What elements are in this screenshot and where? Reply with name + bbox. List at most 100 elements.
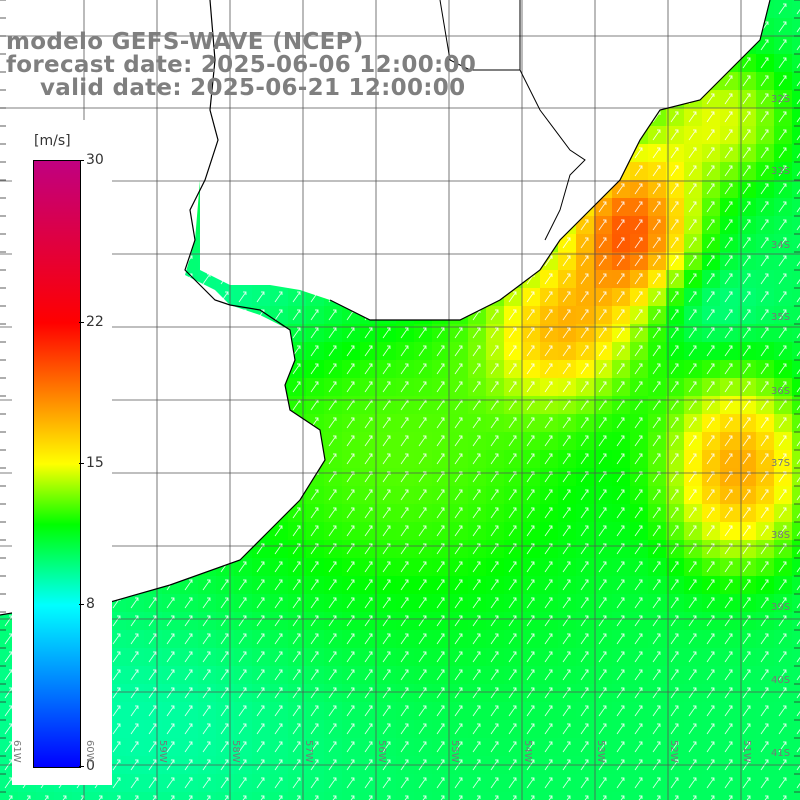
wind-arrow [652, 777, 661, 789]
field-cell [522, 558, 541, 577]
wind-arrow [796, 728, 800, 735]
field-cell [738, 702, 757, 721]
wind-arrow [332, 795, 337, 800]
field-cell [702, 288, 721, 307]
field-cell [720, 432, 739, 451]
field-cell [216, 612, 235, 631]
wind-arrow [670, 417, 679, 429]
wind-arrow [688, 111, 697, 123]
field-cell [126, 612, 145, 631]
field-cell [630, 432, 649, 451]
wind-arrow [544, 561, 553, 573]
wind-arrow [526, 669, 535, 681]
wind-arrow [346, 327, 355, 339]
field-cell [288, 558, 307, 577]
field-cell [720, 648, 739, 667]
wind-arrow [616, 327, 625, 339]
wind-arrow [436, 345, 445, 357]
field-cell [432, 486, 451, 505]
wind-arrow [760, 93, 769, 105]
wind-arrow [670, 489, 679, 501]
field-cell [558, 288, 577, 307]
field-cell [594, 702, 613, 721]
field-cell [558, 486, 577, 505]
wind-arrow [796, 674, 800, 681]
wind-arrow [148, 777, 157, 789]
field-cell [630, 306, 649, 325]
wind-arrow [184, 615, 193, 627]
field-cell [450, 702, 469, 721]
wind-arrow [310, 687, 319, 699]
field-cell [792, 288, 800, 307]
field-cell [162, 738, 181, 757]
field-cell [126, 774, 145, 793]
field-cell [378, 522, 397, 541]
latitude-label: 39S [771, 602, 791, 613]
field-cell [468, 432, 487, 451]
field-cell [396, 558, 415, 577]
wind-arrow [742, 219, 751, 231]
field-cell [432, 360, 451, 379]
wind-arrow [724, 345, 733, 357]
field-cell [558, 702, 577, 721]
field-cell [342, 468, 361, 487]
wind-arrow [742, 651, 751, 663]
field-cell [756, 684, 775, 703]
field-cell [720, 360, 739, 379]
field-cell [792, 396, 800, 415]
wind-arrow [562, 669, 571, 681]
wind-arrow [760, 615, 769, 627]
field-cell [756, 468, 775, 487]
wind-arrow [598, 309, 607, 321]
field-cell [234, 288, 253, 307]
wind-arrow [724, 93, 733, 105]
field-cell [630, 774, 649, 793]
wind-arrow [760, 705, 769, 717]
field-cell [738, 522, 757, 541]
field-cell [594, 774, 613, 793]
field-cell [234, 774, 253, 793]
wind-arrow [310, 777, 319, 789]
wind-arrow [202, 687, 211, 699]
field-cell [684, 702, 703, 721]
field-cell [540, 522, 559, 541]
valid-date: valid date: 2025-06-21 12:00:00 [40, 75, 466, 101]
wind-arrow [616, 201, 625, 213]
wind-arrow [674, 795, 679, 800]
field-cell [756, 252, 775, 271]
field-cell [612, 216, 631, 235]
wind-arrow [508, 615, 517, 627]
wind-arrow [760, 561, 769, 573]
wind-arrow [472, 561, 481, 573]
field-cell [288, 306, 307, 325]
field-cell [198, 720, 217, 739]
wind-arrow [472, 615, 481, 627]
field-cell [234, 576, 253, 595]
wind-arrow [400, 435, 409, 447]
field-cell [558, 414, 577, 433]
field-cell [738, 540, 757, 559]
field-cell [648, 252, 667, 271]
wind-arrow [562, 597, 571, 609]
wind-arrow [166, 615, 175, 627]
field-cell [504, 558, 523, 577]
wind-arrow [706, 291, 715, 303]
wind-arrow [580, 291, 589, 303]
wind-arrow [670, 525, 679, 537]
wind-arrow [638, 795, 643, 800]
wind-arrow [130, 651, 139, 663]
wind-arrow [760, 687, 769, 699]
field-cell [774, 234, 793, 253]
field-cell [216, 774, 235, 793]
wind-arrow [742, 687, 751, 699]
wind-arrow [742, 255, 751, 267]
wind-arrow [364, 345, 373, 357]
field-cell [522, 594, 541, 613]
field-cell [306, 558, 325, 577]
wind-arrow [454, 363, 463, 375]
wind-arrow [652, 201, 661, 213]
field-cell [738, 288, 757, 307]
field-cell [594, 738, 613, 757]
wind-arrow [436, 633, 445, 645]
field-cell [522, 378, 541, 397]
